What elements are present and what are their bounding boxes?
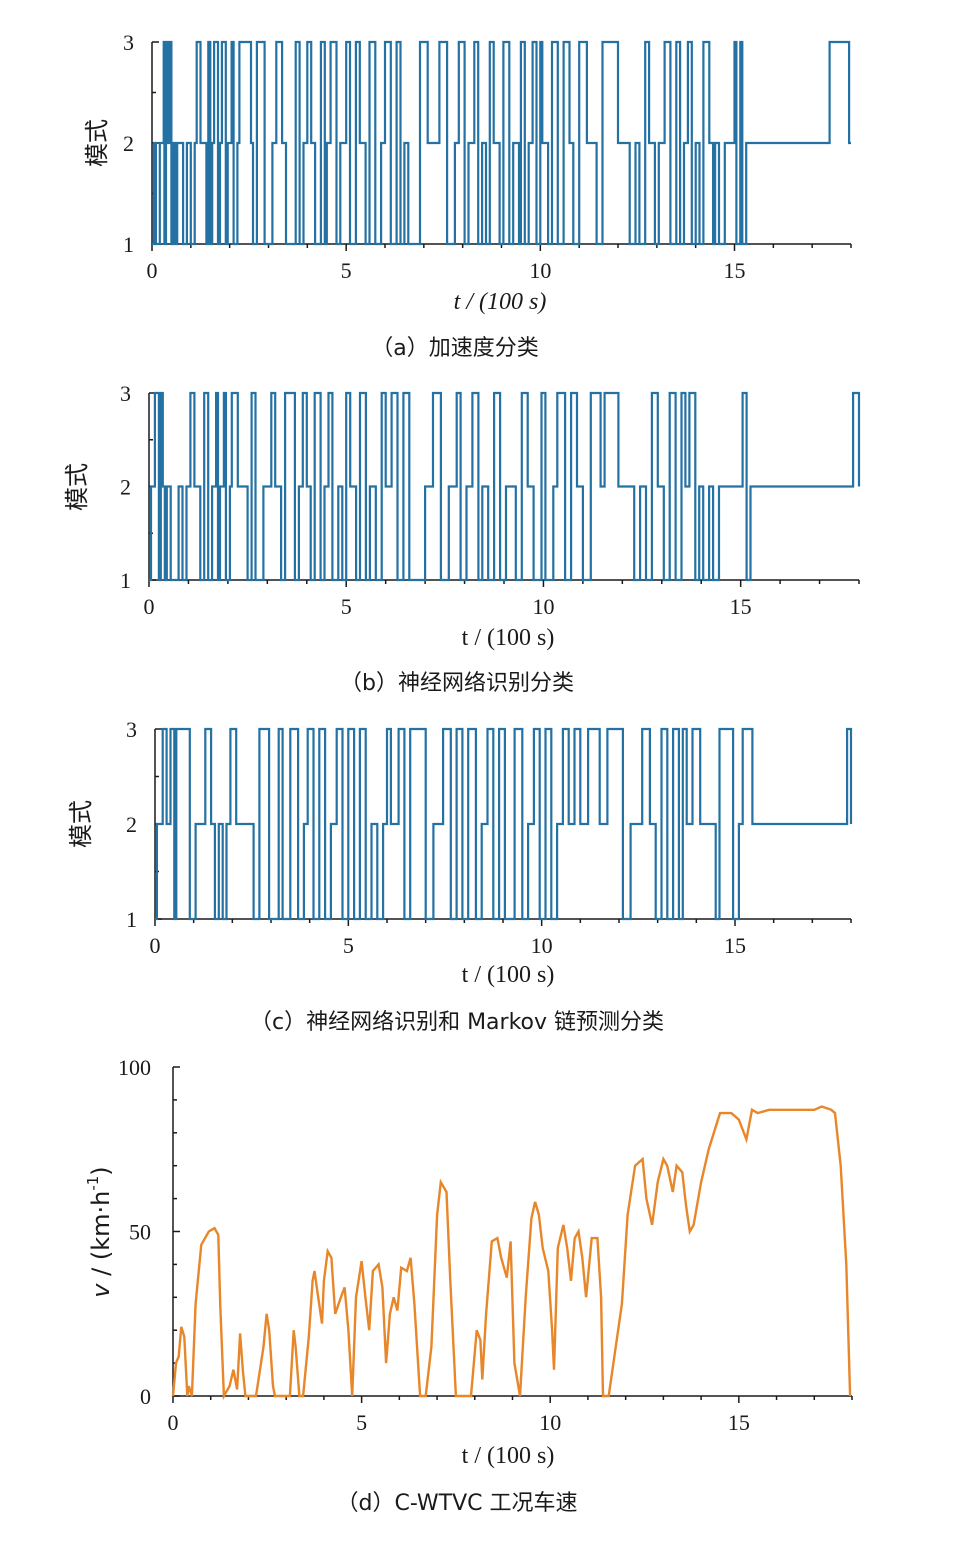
panel-b: 0 5 10 15 1 2 3 模式 t / (100 s) （b）神经网络识别分类 xyxy=(63,381,861,696)
panel-c-y-tick-label: 3 xyxy=(126,717,137,742)
panel-a-x-tick-label: 0 xyxy=(147,258,158,283)
panel-a-x-label: t / (100 s) xyxy=(454,289,547,315)
panel-b-y-tick-label: 1 xyxy=(120,568,131,593)
panel-d-y-tick-label: 0 xyxy=(140,1384,151,1409)
panel-a-x-tick-label: 15 xyxy=(724,258,746,283)
panel-c-x-tick-label: 5 xyxy=(343,933,354,958)
panel-c-caption: （c）神经网络识别和 Markov 链预测分类 xyxy=(250,1010,664,1035)
panel-d-caption: （d）C-WTVC 工况车速 xyxy=(337,1491,578,1516)
panel-b-x-label: t / (100 s) xyxy=(462,625,555,651)
panel-d-x-label: t / (100 s) xyxy=(462,1443,555,1469)
panel-a-y-label: 模式 xyxy=(83,119,111,167)
panel-b-x-tick-label: 0 xyxy=(144,594,155,619)
panel-d-x-tick-label: 0 xyxy=(168,1410,179,1435)
panel-b-y-tick-label: 3 xyxy=(120,381,131,406)
panel-b-x-tick-label: 10 xyxy=(532,594,554,619)
panel-a-caption: （a）加速度分类 xyxy=(371,336,538,361)
panel-d-x-tick-label: 10 xyxy=(539,1410,561,1435)
panel-c-y-tick-label: 2 xyxy=(126,812,137,837)
panel-d-x-tick-label: 5 xyxy=(356,1410,367,1435)
panel-c-x-label: t / (100 s) xyxy=(462,962,555,988)
panel-c-x-tick-label: 15 xyxy=(724,933,746,958)
panel-c: 0 5 10 15 1 2 3 模式 t / (100 s) （c）神经网络识别和 Mark… xyxy=(67,717,853,1035)
panel-d-y-tick-label: 50 xyxy=(129,1220,151,1245)
panel-b-series-line xyxy=(149,391,861,582)
panel-a: 0 5 10 15 1 2 3 模式 t / (100 s) （a）加速度分类 xyxy=(83,30,852,361)
panel-a-x-tick-label: 10 xyxy=(529,258,551,283)
panel-b-caption: （b）神经网络识别分类 xyxy=(340,671,574,696)
panel-d-y-label: v / (km·h-1) xyxy=(84,1166,116,1297)
panel-c-y-tick-label: 1 xyxy=(126,907,137,932)
panel-a-series-line xyxy=(152,40,851,246)
panel-a-x-tick-label: 5 xyxy=(341,258,352,283)
panel-d: 0 5 10 15 0 50 100 v / (km·h-1) t / (100 s) （d… xyxy=(84,1055,853,1516)
panel-d-x-tick-label: 15 xyxy=(728,1410,750,1435)
panel-d-series-line xyxy=(171,1105,852,1401)
panel-b-y-tick-label: 2 xyxy=(120,475,131,500)
panel-d-y-tick-label: 100 xyxy=(118,1055,151,1080)
panel-c-y-label: 模式 xyxy=(67,800,95,848)
panel-c-x-tick-label: 0 xyxy=(150,933,161,958)
panel-b-y-label: 模式 xyxy=(63,463,91,511)
panel-c-series-line xyxy=(155,727,853,921)
panel-b-x-tick-label: 5 xyxy=(341,594,352,619)
panel-b-x-tick-label: 15 xyxy=(730,594,752,619)
panel-a-y-tick-label: 3 xyxy=(123,30,134,55)
panel-c-x-tick-label: 10 xyxy=(531,933,553,958)
panel-a-y-tick-label: 1 xyxy=(123,232,134,257)
panel-a-y-tick-label: 2 xyxy=(123,131,134,156)
